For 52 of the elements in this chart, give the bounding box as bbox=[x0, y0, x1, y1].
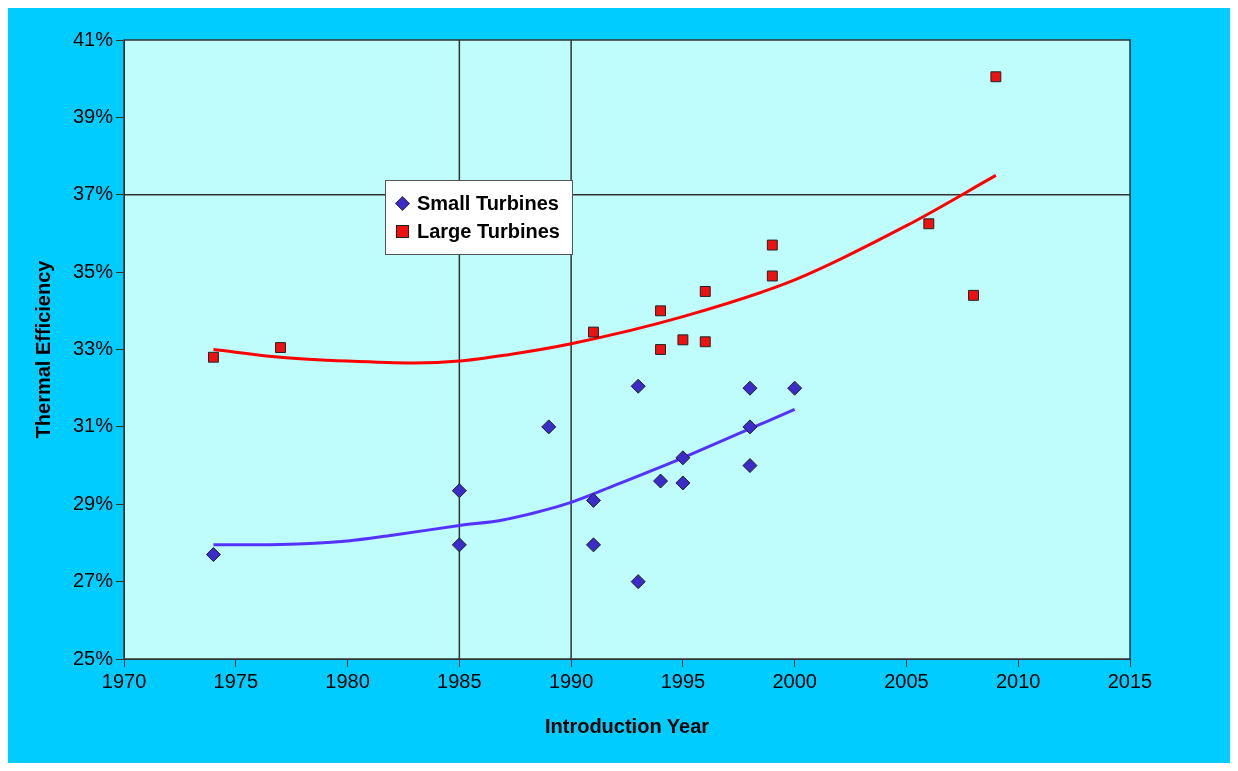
x-tick-label: 2000 bbox=[772, 669, 817, 692]
x-tick-label: 1980 bbox=[325, 669, 370, 692]
point bbox=[451, 537, 467, 553]
x-tick-label: 1975 bbox=[213, 669, 259, 692]
point bbox=[787, 380, 803, 396]
point bbox=[923, 218, 935, 230]
point bbox=[742, 419, 758, 435]
point bbox=[541, 419, 557, 435]
x-axis-title: Introduction Year bbox=[544, 714, 710, 737]
y-tick-label: 39% bbox=[73, 104, 114, 127]
y-tick-label: 31% bbox=[73, 414, 114, 437]
y-tick-label: 35% bbox=[73, 259, 114, 282]
point bbox=[655, 344, 666, 355]
point bbox=[585, 537, 601, 553]
point bbox=[588, 326, 599, 338]
point bbox=[990, 71, 1002, 83]
point bbox=[699, 286, 711, 297]
legend-label: Large Turbines bbox=[417, 220, 560, 243]
point bbox=[766, 239, 778, 251]
x-tick-label: 1970 bbox=[101, 669, 147, 692]
x-tick-label: 1995 bbox=[660, 669, 706, 692]
y-axis-title: Thermal Efficiency bbox=[31, 259, 54, 439]
point bbox=[585, 492, 601, 508]
y-tick-label: 33% bbox=[73, 337, 114, 360]
point bbox=[451, 483, 467, 499]
y-tick-label: 37% bbox=[73, 182, 114, 205]
point bbox=[677, 334, 689, 346]
point bbox=[653, 473, 669, 489]
x-tick-label: 2015 bbox=[1107, 669, 1153, 692]
point bbox=[968, 289, 979, 301]
point bbox=[630, 378, 646, 394]
x-tick-label: 1985 bbox=[437, 669, 482, 692]
point bbox=[205, 547, 221, 563]
x-tick-label: 1990 bbox=[548, 669, 594, 692]
x-tick-label: 2005 bbox=[884, 669, 929, 692]
point bbox=[766, 270, 778, 282]
point bbox=[275, 342, 286, 354]
point bbox=[675, 450, 691, 466]
y-tick-label: 29% bbox=[73, 491, 114, 514]
point bbox=[630, 574, 646, 590]
point bbox=[742, 458, 758, 474]
point bbox=[655, 305, 666, 317]
legend-label: Small Turbines bbox=[417, 192, 559, 215]
y-tick-label: 41% bbox=[73, 27, 114, 50]
point bbox=[208, 351, 219, 363]
point bbox=[699, 336, 711, 348]
y-tick-label: 27% bbox=[73, 569, 114, 592]
point bbox=[675, 475, 691, 491]
point bbox=[742, 380, 758, 396]
y-tick-label: 25% bbox=[73, 646, 114, 669]
x-tick-label: 2010 bbox=[995, 669, 1041, 692]
line-series bbox=[211, 407, 797, 547]
